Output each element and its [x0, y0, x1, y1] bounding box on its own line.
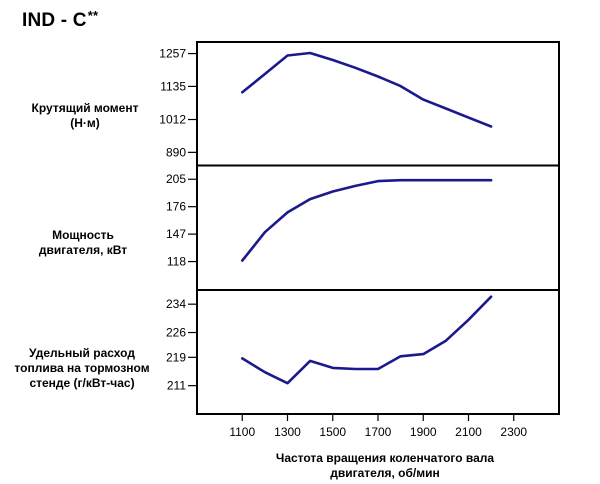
fuel-consumption-axis-label: Удельный расход топлива на тормозном сте… [14, 346, 150, 390]
y-tick-label: 1135 [160, 79, 186, 93]
series-line [241, 178, 493, 262]
y-tick-label: 147 [166, 227, 186, 241]
y-tick-label: 211 [167, 379, 186, 393]
y-tick-label: 1012 [159, 113, 186, 127]
power-axis-label: Мощность двигателя, кВт [38, 228, 128, 257]
y-tick-label: 176 [166, 200, 186, 214]
x-tick-label: 2300 [500, 425, 527, 439]
x-tick-label: 1100 [229, 425, 255, 439]
torque-axis-label: Крутящий момент (Н·м) [31, 101, 139, 130]
y-tick-label: 205 [166, 172, 186, 186]
x-tick-label: 1700 [365, 425, 392, 439]
x-tick-label: 1500 [319, 425, 346, 439]
y-tick-label: 890 [166, 145, 186, 159]
y-tick-label: 118 [167, 255, 186, 269]
y-tick-label: 1257 [159, 47, 186, 61]
y-tick-label: 226 [166, 326, 186, 340]
x-tick-label: 1300 [274, 425, 301, 439]
series-line [241, 51, 493, 128]
y-tick-label: 219 [166, 350, 186, 364]
x-tick-label: 1900 [410, 425, 437, 439]
x-axis-label: Частота вращения коленчатого вала двигат… [275, 451, 495, 480]
y-tick-label: 234 [166, 297, 186, 311]
chart-title: IND - C** [22, 8, 99, 31]
series-line [241, 295, 493, 385]
x-tick-label: 2100 [455, 425, 482, 439]
plot-frame [196, 41, 560, 415]
